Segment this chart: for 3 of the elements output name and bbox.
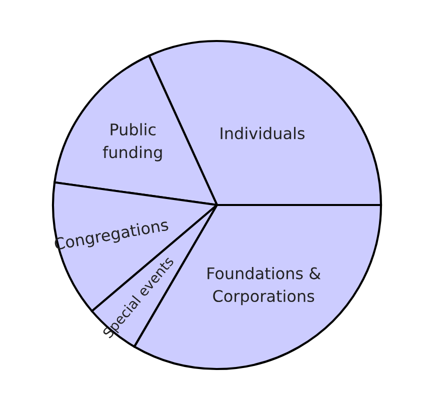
slice-label: Individuals — [220, 126, 305, 140]
slice-label: Foundations & Corporations — [208, 266, 321, 306]
slice-label: Public funding — [102, 123, 162, 162]
